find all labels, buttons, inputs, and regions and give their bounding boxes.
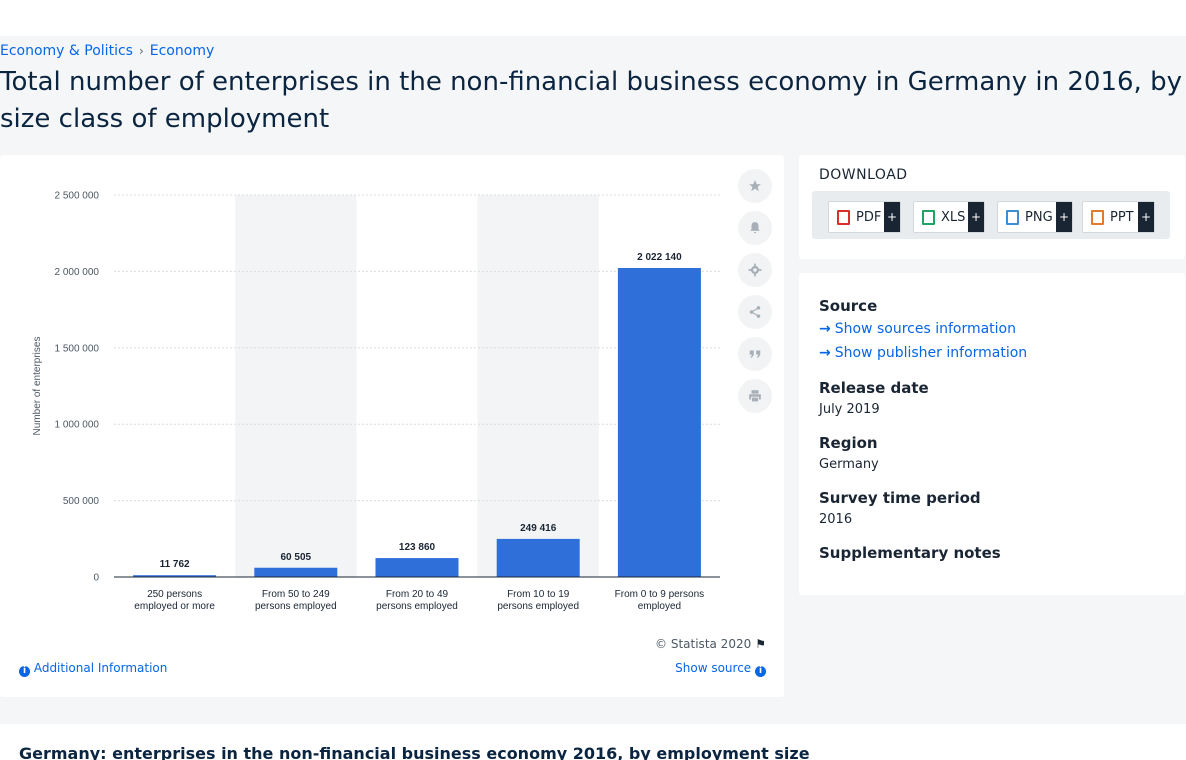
description-title: Germany: enterprises in the non-financia…: [19, 744, 810, 760]
png-image-icon: [1006, 210, 1019, 225]
download-pdf-button[interactable]: PDF +: [828, 201, 901, 233]
settings-gear-icon[interactable]: [738, 253, 772, 287]
additional-information-link[interactable]: i Additional Information: [19, 661, 167, 677]
show-source-label: Show source: [675, 661, 751, 675]
ppt-plus-badge: +: [1138, 202, 1154, 232]
breadcrumb-separator: ›: [139, 44, 144, 58]
survey-period-value: 2016: [819, 512, 852, 527]
chart-card: 0 500 000 1 000 000 1 500 000 2 000 000 2 500…: [0, 155, 784, 697]
description-card: Germany: enterprises in the non-financia…: [0, 724, 1186, 760]
page-title: Total number of enterprises in the non-f…: [0, 64, 1186, 138]
x-tick-label: persons employed: [497, 601, 579, 612]
xls-plus-badge: +: [968, 202, 984, 232]
download-buttons: PDF + XLS + PNG + PPT +: [812, 191, 1170, 239]
y-tick-label: 1 500 000: [55, 343, 100, 354]
show-source-link[interactable]: Show source i: [675, 661, 766, 677]
y-tick-label: 2 500 000: [55, 191, 100, 202]
download-card: DOWNLOAD PDF + XLS + PNG + PPT +: [799, 155, 1185, 259]
bar: [254, 568, 337, 577]
region-label: Region: [819, 434, 878, 452]
bar-value-label: 11 762: [160, 559, 190, 570]
x-tick-label: 250 persons: [147, 589, 202, 600]
x-tick-label: From 10 to 19: [507, 589, 570, 600]
download-ppt-label: PPT: [1110, 210, 1134, 225]
release-date-value: July 2019: [819, 402, 880, 417]
info-circle-icon: i: [19, 666, 30, 677]
notification-bell-icon[interactable]: [738, 211, 772, 245]
category-band: [478, 195, 599, 577]
download-pdf-label: PDF: [856, 210, 881, 225]
bar: [618, 268, 701, 577]
download-xls-label: XLS: [941, 210, 965, 225]
show-publisher-label: Show publisher information: [835, 345, 1027, 361]
show-publisher-link[interactable]: →Show publisher information: [819, 345, 1027, 361]
y-tick-label: 500 000: [63, 496, 100, 507]
bar-value-label: 60 505: [281, 552, 312, 563]
y-tick-label: 0: [93, 573, 99, 584]
show-sources-label: Show sources information: [835, 321, 1016, 337]
source-label: Source: [819, 297, 877, 315]
xls-file-icon: [922, 210, 935, 225]
additional-information-label: Additional Information: [34, 661, 168, 675]
png-plus-badge: +: [1056, 202, 1072, 232]
y-tick-label: 1 000 000: [55, 420, 100, 431]
copyright-note: © Statista 2020 ⚑: [655, 637, 766, 651]
release-date-label: Release date: [819, 379, 929, 397]
bar-chart: 0 500 000 1 000 000 1 500 000 2 000 000 2 500…: [0, 155, 730, 625]
print-icon[interactable]: [738, 379, 772, 413]
arrow-right-icon: →: [819, 321, 831, 337]
breadcrumb-economy[interactable]: Economy: [150, 43, 214, 59]
category-band: [235, 195, 356, 577]
pdf-file-icon: [837, 210, 850, 225]
favorite-star-icon[interactable]: [738, 169, 772, 203]
download-png-label: PNG: [1025, 210, 1053, 225]
download-xls-button[interactable]: XLS +: [913, 201, 985, 233]
quote-icon[interactable]: [738, 337, 772, 371]
copyright-text: © Statista 2020: [655, 637, 751, 651]
x-tick-label: persons employed: [255, 601, 337, 612]
chart-tools: [738, 169, 772, 421]
y-axis-label: Number of enterprises: [32, 337, 43, 436]
download-title: DOWNLOAD: [819, 167, 908, 183]
info-circle-icon: i: [755, 666, 766, 677]
survey-period-label: Survey time period: [819, 489, 981, 507]
supplementary-notes-label[interactable]: Supplementary notes: [819, 544, 1001, 562]
breadcrumb: Economy & Politics › Economy: [0, 43, 214, 59]
report-flag-icon[interactable]: ⚑: [755, 637, 766, 651]
x-tick-label: From 50 to 249: [262, 589, 330, 600]
x-tick-label: employed: [638, 601, 681, 612]
x-tick-label: employed or more: [134, 601, 215, 612]
region-value: Germany: [819, 457, 879, 472]
ppt-file-icon: [1091, 210, 1104, 225]
share-icon[interactable]: [738, 295, 772, 329]
x-tick-label: From 20 to 49: [386, 589, 449, 600]
x-tick-label: persons employed: [376, 601, 458, 612]
bar: [376, 558, 459, 577]
bar-value-label: 123 860: [399, 542, 436, 553]
bar-value-label: 2 022 140: [637, 252, 682, 263]
download-ppt-button[interactable]: PPT +: [1082, 201, 1155, 233]
top-bar: [0, 0, 1186, 36]
y-tick-label: 2 000 000: [55, 267, 100, 278]
x-tick-label: From 0 to 9 persons: [615, 589, 704, 600]
info-card: Source →Show sources information →Show p…: [799, 273, 1185, 595]
pdf-plus-badge: +: [884, 202, 900, 232]
show-sources-link[interactable]: →Show sources information: [819, 321, 1016, 337]
bar: [497, 539, 580, 577]
download-png-button[interactable]: PNG +: [997, 201, 1073, 233]
bar-value-label: 249 416: [520, 523, 557, 534]
arrow-right-icon: →: [819, 345, 831, 361]
breadcrumb-economy-politics[interactable]: Economy & Politics: [0, 43, 133, 59]
